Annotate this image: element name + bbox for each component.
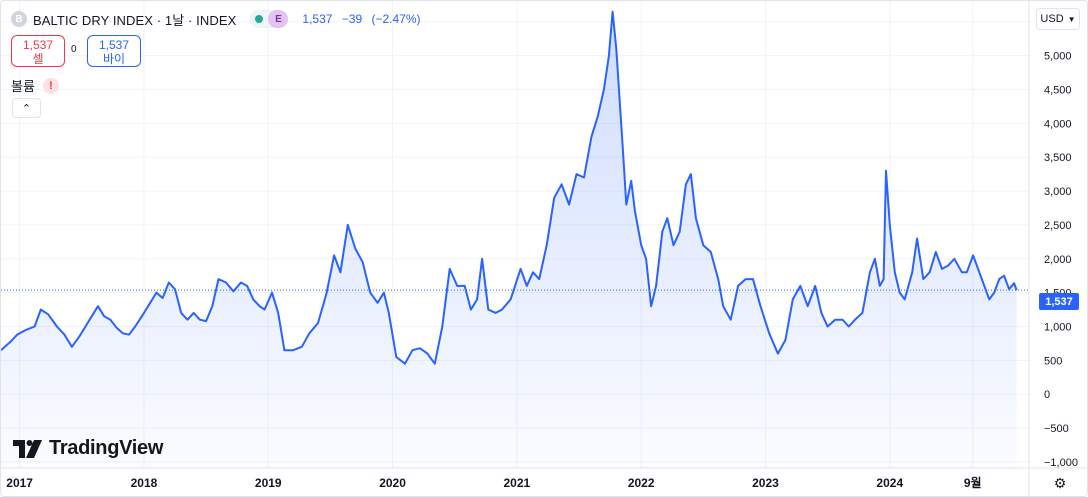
y-tick-label: −1,000 (1044, 457, 1078, 469)
x-tick-label: 2021 (504, 476, 531, 490)
spread-value: 0 (71, 44, 77, 55)
x-tick-label: 9월 (964, 475, 982, 490)
buy-price: 1,537 (98, 38, 130, 52)
buy-label: 바이 (102, 52, 126, 66)
event-badge[interactable]: E (268, 10, 289, 28)
market-open-dot-icon (255, 15, 264, 23)
y-tick-label: 3,000 (1044, 186, 1072, 198)
x-tick-label: 2017 (6, 476, 33, 490)
tradingview-logo[interactable]: TradingView (13, 437, 163, 460)
change-percent: (−2.47%) (371, 12, 421, 26)
x-tick-label: 2020 (379, 476, 406, 490)
x-tick-label: 2018 (131, 476, 158, 490)
y-tick-label: −500 (1044, 423, 1069, 435)
collapse-legend-button[interactable]: ⌃ (12, 98, 41, 118)
y-tick-label: 2,000 (1044, 254, 1072, 266)
series-area (1, 11, 1017, 468)
currency-label: USD (1040, 13, 1064, 25)
symbol-logo-icon: B (11, 11, 27, 27)
y-tick-label: 5,000 (1044, 51, 1072, 63)
warning-icon[interactable]: ! (42, 77, 59, 94)
volume-label[interactable]: 볼륨 (11, 79, 35, 94)
change-value: −39 (341, 12, 363, 26)
market-status-pill[interactable]: E (250, 10, 289, 28)
sell-price: 1,537 (22, 38, 54, 52)
y-tick-label: 4,500 (1044, 85, 1072, 97)
currency-selector[interactable]: USD ▼ (1036, 8, 1080, 30)
y-tick-label: 500 (1044, 355, 1062, 367)
chevron-up-icon: ⌃ (21, 102, 32, 115)
sell-label: 셀 (32, 52, 44, 66)
sell-button[interactable]: 1,537 셀 (11, 35, 65, 67)
y-tick-label: 1,000 (1044, 321, 1072, 333)
tradingview-mark-icon (13, 439, 42, 458)
last-value: 1,537 (302, 12, 333, 26)
settings-gear-icon[interactable]: ⚙ (1053, 474, 1067, 491)
y-tick-label: 4,000 (1044, 118, 1072, 130)
x-tick-label: 2024 (876, 476, 903, 490)
quote-values: 1,537 −39 (−2.47%) (302, 12, 426, 26)
x-tick-label: 2023 (752, 476, 779, 490)
volume-legend: 볼륨 ! (11, 76, 59, 95)
x-tick-label: 2022 (628, 476, 655, 490)
tradingview-wordmark: TradingView (49, 437, 164, 459)
symbol-title[interactable]: BALTIC DRY INDEX · 1날 · INDEX (33, 12, 237, 28)
x-tick-label: 2019 (255, 476, 282, 490)
series-line (1, 10, 1018, 365)
y-tick-label: 2,500 (1044, 220, 1072, 232)
last-price-tag: 1,537 (1039, 293, 1079, 310)
buy-button[interactable]: 1,537 바이 (87, 35, 141, 67)
symbol-legend: B BALTIC DRY INDEX · 1날 · INDEX E 1,537 … (11, 10, 427, 28)
y-tick-label: 0 (1044, 389, 1050, 401)
x-axis[interactable]: 2017 2018 2019 2020 2021 2022 2023 2024 9월 (6, 475, 981, 490)
y-axis[interactable]: −1,000−50005001,0001,5002,0002,5003,0003… (1044, 17, 1078, 469)
chevron-down-icon: ▼ (1067, 14, 1076, 24)
y-tick-label: 3,500 (1044, 152, 1072, 164)
